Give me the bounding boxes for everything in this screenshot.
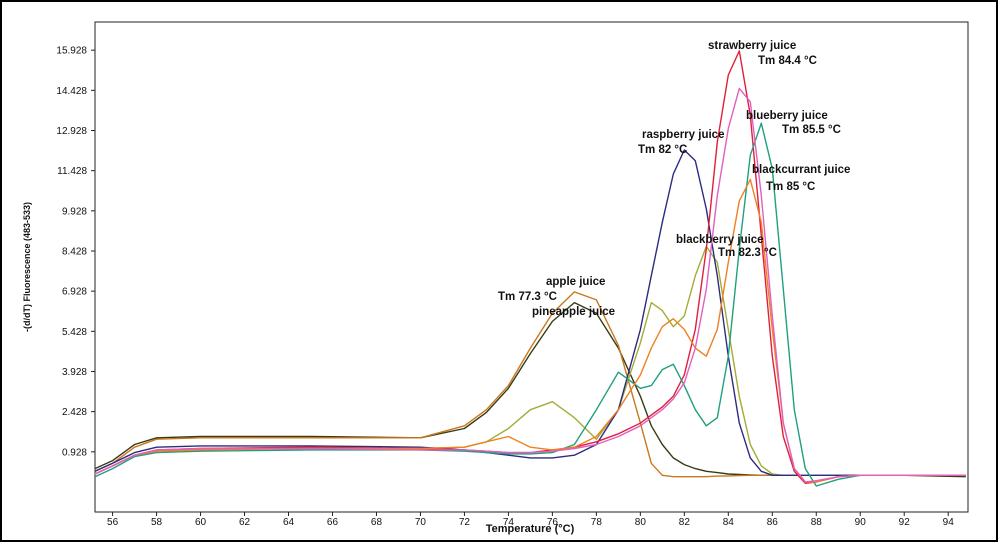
- annotation: Tm 84.4 °C: [758, 55, 817, 67]
- annotation: apple juice: [546, 276, 605, 288]
- y-tick-label: 0.928: [62, 447, 87, 458]
- x-tick-label: 90: [855, 517, 867, 528]
- annotation: Tm 82 °C: [638, 144, 687, 156]
- y-tick-label: 12.928: [56, 126, 87, 137]
- plot-frame: [94, 21, 969, 513]
- x-tick-label: 74: [503, 517, 515, 528]
- y-tick-label: 8.428: [62, 246, 87, 257]
- annotation: Tm 85 °C: [766, 181, 815, 193]
- x-tick-label: 84: [723, 517, 735, 528]
- x-tick-label: 60: [195, 517, 207, 528]
- y-tick-label: 3.928: [62, 367, 87, 378]
- x-tick-label: 72: [459, 517, 471, 528]
- x-tick-label: 64: [283, 517, 295, 528]
- annotation: blackberry juice: [676, 234, 764, 246]
- x-tick-label: 82: [679, 517, 691, 528]
- x-tick-label: 94: [943, 517, 955, 528]
- y-axis-label: -(d/dT) Fluorescence (483-533): [22, 202, 32, 332]
- x-tick-label: 78: [591, 517, 603, 528]
- annotation: blackcurrant juice: [752, 164, 850, 176]
- x-tick-label: 80: [635, 517, 647, 528]
- y-tick-label: 11.428: [57, 166, 87, 177]
- y-tick-label: 6.928: [62, 287, 87, 298]
- annotation: strawberry juice: [708, 40, 796, 52]
- x-tick-label: 86: [767, 517, 779, 528]
- y-tick-label: 9.928: [62, 206, 87, 217]
- annotation: pineapple juice: [532, 306, 615, 318]
- x-tick-label: 70: [415, 517, 427, 528]
- y-tick-label: 2.428: [62, 407, 87, 418]
- x-tick-label: 62: [239, 517, 251, 528]
- annotation: blueberry juice: [746, 110, 828, 122]
- x-tick-label: 56: [107, 517, 119, 528]
- series-line: [94, 87, 966, 483]
- x-tick-label: 88: [811, 517, 823, 528]
- x-tick-label: 58: [151, 517, 163, 528]
- y-tick-label: 14.428: [56, 86, 87, 97]
- annotation: Tm 85.5 °C: [782, 124, 841, 136]
- series-line: [94, 149, 966, 476]
- x-tick-label: 66: [327, 517, 339, 528]
- x-tick-label: 76: [547, 517, 559, 528]
- annotation: raspberry juice: [642, 129, 724, 141]
- x-axis-label: Temperature (°C): [486, 523, 575, 535]
- x-tick-label: 68: [371, 517, 383, 528]
- x-tick-label: 92: [899, 517, 911, 528]
- y-tick-label: 5.428: [62, 327, 87, 338]
- annotation: Tm 82.3 °C: [718, 247, 777, 259]
- annotation: Tm 77.3 °C: [498, 291, 557, 303]
- y-tick-label: 15.928: [56, 46, 87, 57]
